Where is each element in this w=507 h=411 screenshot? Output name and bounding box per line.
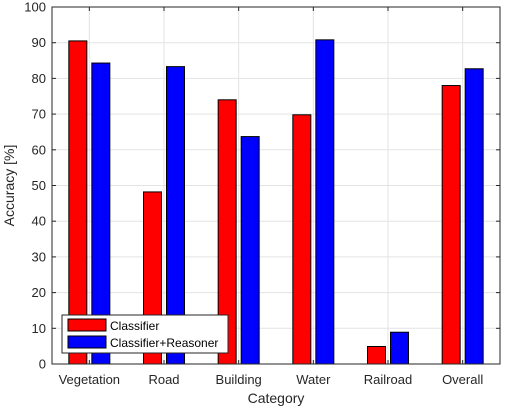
bar-classifier-reasoner-building (240, 136, 260, 365)
x-tick-label: Overall (442, 372, 483, 387)
x-tick-label: Building (216, 372, 262, 387)
bar-classifier-railroad (367, 346, 386, 365)
legend-swatch-classifier (67, 318, 107, 332)
legend: Classifier Classifier+Reasoner (61, 314, 229, 354)
legend-label-classifier-reasoner: Classifier+Reasoner (110, 336, 218, 350)
y-axis-ticks: 0 10 20 30 40 50 60 70 80 90 100 (24, 0, 500, 372)
bar-classifier-overall (441, 85, 461, 365)
y-tick-label: 0 (39, 357, 46, 372)
y-tick-label: 60 (32, 142, 46, 157)
y-tick-label: 50 (32, 178, 46, 193)
legend-swatch-classifier-reasoner (67, 335, 107, 349)
bar-classifier-reasoner-overall (464, 68, 484, 365)
y-tick-label: 20 (32, 285, 46, 300)
y-tick-label: 10 (32, 321, 46, 336)
x-axis-ticks: Vegetation Road Building Water Railroad Overa… (59, 7, 483, 387)
legend-label-classifier: Classifier (110, 319, 159, 333)
bar-classifier-water (292, 114, 312, 365)
x-tick-label: Vegetation (59, 372, 120, 387)
x-tick-label: Water (296, 372, 331, 387)
y-tick-label: 80 (32, 71, 46, 86)
x-tick-label: Railroad (364, 372, 412, 387)
y-tick-label: 90 (32, 35, 46, 50)
grid-lines (52, 7, 500, 364)
y-axis-title: Accuracy [%] (1, 145, 17, 227)
x-axis-title: Category (248, 390, 305, 406)
y-tick-label: 70 (32, 107, 46, 122)
y-tick-label: 40 (32, 214, 46, 229)
y-tick-label: 100 (24, 0, 46, 15)
x-tick-label: Road (148, 372, 179, 387)
y-tick-label: 30 (32, 249, 46, 264)
bar-classifier-reasoner-water (315, 39, 335, 365)
bar-classifier-reasoner-railroad (390, 331, 409, 365)
plot-frame (51, 6, 501, 365)
